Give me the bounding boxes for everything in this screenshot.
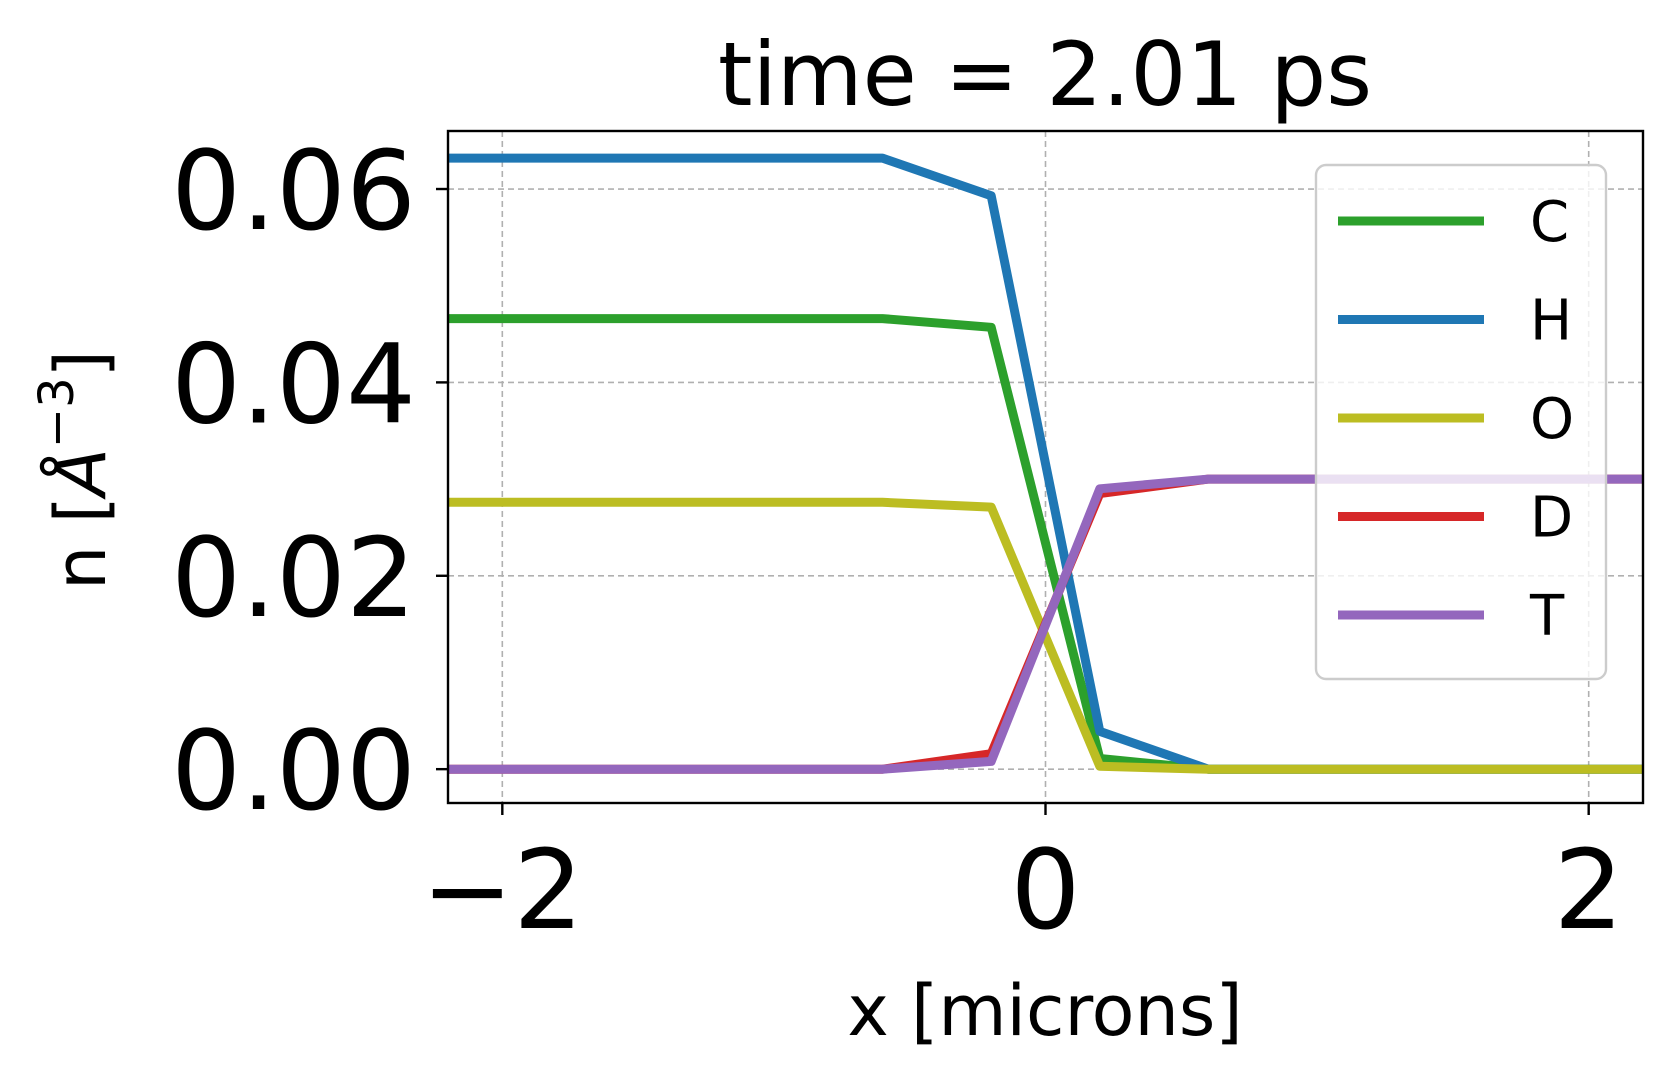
- series-lines: [448, 153, 1643, 774]
- legend-label-c: C: [1530, 190, 1569, 255]
- x-axis-ticks: −2 0 2: [421, 803, 1624, 954]
- y-axis-label: n [Å−3]: [29, 350, 122, 590]
- x-tick-label: −2: [421, 826, 583, 954]
- y-tick-label: 0.02: [171, 514, 416, 642]
- series-line-t: [448, 474, 1643, 774]
- y-tick-label: 0.00: [171, 707, 416, 835]
- x-tick-label: 2: [1554, 826, 1624, 954]
- y-axis-label-unit: Å: [40, 448, 122, 500]
- y-axis-ticks: 0.00 0.02 0.04 0.06: [171, 127, 448, 835]
- plot-frame: [446, 129, 1645, 805]
- chart-title: time = 2.01 ps: [718, 23, 1372, 126]
- y-axis-label-suffix: ]: [40, 350, 122, 377]
- legend-label-o: O: [1530, 387, 1574, 452]
- y-axis-label-exponent: −3: [29, 377, 85, 448]
- legend-label-h: H: [1530, 289, 1572, 354]
- x-tick-label: 0: [1011, 826, 1081, 954]
- y-tick-label: 0.06: [171, 127, 416, 255]
- x-axis-label: x [microns]: [847, 970, 1242, 1052]
- legend-label-d: D: [1530, 486, 1573, 551]
- y-axis-label-prefix: n [: [40, 496, 122, 590]
- y-tick-label: 0.04: [171, 320, 416, 448]
- legend-label-t: T: [1529, 584, 1565, 649]
